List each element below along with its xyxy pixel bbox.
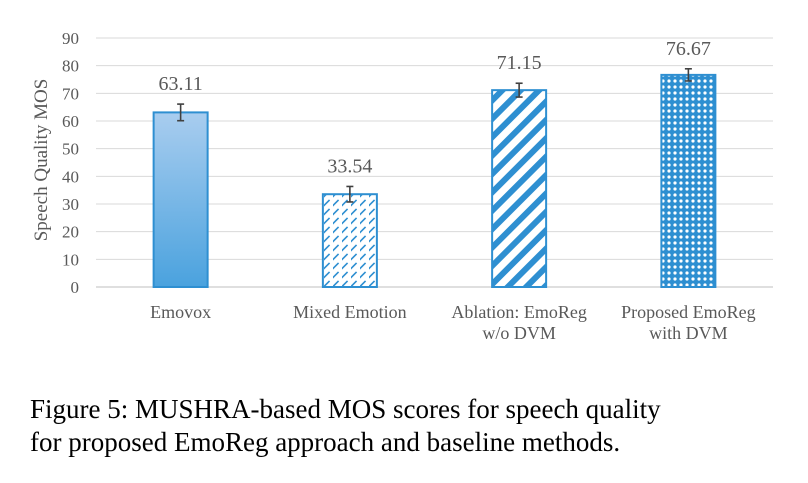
x-tick-label-1: Emovox [150, 302, 211, 322]
bar-1 [152, 111, 209, 289]
data-label-1: 63.11 [158, 73, 202, 95]
bar-3 [491, 89, 548, 288]
y-axis-label: Speech Quality MOS [31, 79, 52, 242]
y-tick-label: 70 [62, 84, 79, 103]
y-tick-label: 80 [62, 57, 79, 76]
bar-2 [321, 193, 378, 288]
bar-4 [660, 73, 717, 288]
caption-line-2: for proposed EmoReg approach and baselin… [30, 427, 621, 457]
data-label-2: 33.54 [327, 155, 372, 177]
y-tick-label: 30 [62, 195, 79, 214]
y-tick-label: 60 [62, 112, 79, 131]
y-tick-label: 50 [62, 140, 79, 159]
figure-caption: Figure 5: MUSHRA-based MOS scores for sp… [30, 393, 790, 459]
y-tick-label: 40 [62, 167, 79, 186]
data-label-3: 71.15 [497, 52, 542, 74]
y-tick-label: 0 [71, 278, 80, 297]
x-tick-label-2: Mixed Emotion [293, 302, 407, 322]
data-label-4: 76.67 [666, 38, 711, 60]
x-tick-label-4: Proposed EmoReg with DVM [621, 302, 756, 343]
x-tick-label-3: Ablation: EmoReg w/o DVM [451, 302, 586, 343]
bar-chart: 0 10 20 30 40 50 60 70 80 90 63.11 33.54 71.15 76.67… [31, 29, 773, 343]
y-tick-label: 10 [62, 250, 79, 269]
y-tick-label: 90 [62, 29, 79, 48]
caption-line-1: Figure 5: MUSHRA-based MOS scores for sp… [30, 394, 661, 424]
y-tick-label: 20 [62, 223, 79, 242]
